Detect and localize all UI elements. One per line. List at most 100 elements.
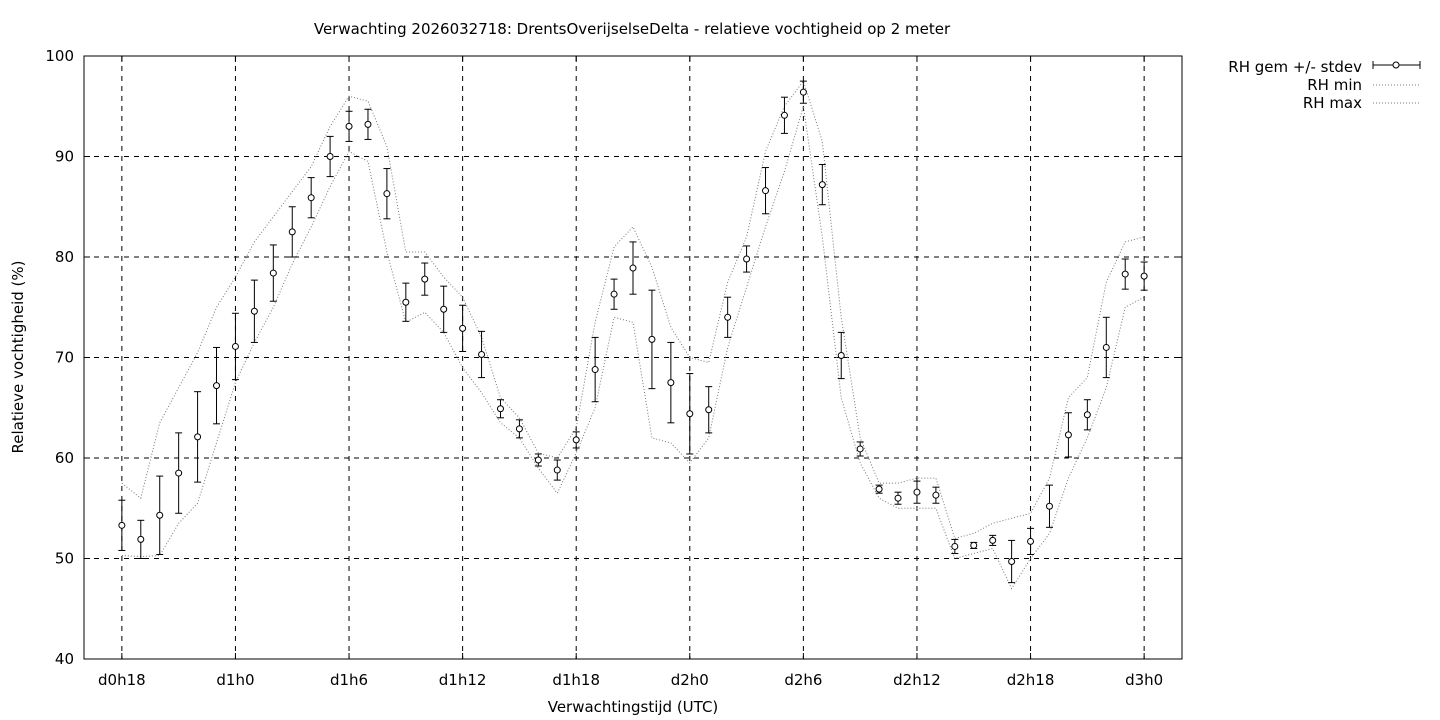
rh-errorbar-point bbox=[534, 453, 542, 467]
rh-errorbar-point bbox=[780, 96, 788, 134]
rh-errorbar-point bbox=[894, 491, 902, 505]
rh-errorbar-point bbox=[1140, 261, 1148, 291]
rh-errorbar-point bbox=[724, 296, 732, 338]
rh-mean-marker bbox=[970, 541, 978, 549]
rh-errorbar-point bbox=[762, 167, 770, 215]
rh-errorbar-point bbox=[515, 419, 523, 439]
x-axis-ticks: d0h18 d1h0 d1h6 d1h12 d1h18 d2h0 d2h6 d2h12 d2h1… bbox=[98, 56, 1163, 689]
rh-errorbar-point bbox=[194, 391, 202, 483]
x-tick-label: d2h6 bbox=[784, 671, 822, 689]
rh-max-polyline bbox=[121, 80, 1145, 540]
rh-errorbar-point bbox=[837, 331, 845, 380]
y-tick-label: 50 bbox=[55, 550, 74, 568]
rh-errorbar-point bbox=[402, 282, 410, 322]
rh-errorbar-point bbox=[856, 441, 864, 457]
rh-mean-marker bbox=[118, 521, 126, 529]
rh-errorbar-point bbox=[383, 168, 391, 220]
rh-mean-marker bbox=[553, 466, 561, 474]
rh-mean-marker bbox=[724, 313, 732, 321]
rh-errorbar-point bbox=[1027, 527, 1035, 555]
rh-mean-marker bbox=[610, 290, 618, 298]
rh-mean-marker bbox=[156, 511, 164, 519]
y-tick-label: 80 bbox=[55, 248, 74, 266]
rh-mean-marker bbox=[875, 485, 883, 493]
chart-title: Verwachting 2026032718: DrentsOverijsels… bbox=[314, 20, 951, 38]
x-tick-label: d2h18 bbox=[1007, 671, 1055, 689]
rh-errorbar-point bbox=[1102, 316, 1110, 379]
rh-mean-marker bbox=[364, 120, 372, 128]
rh-mean-marker bbox=[837, 351, 845, 359]
rh-errorbar-point bbox=[572, 431, 580, 449]
x-axis-label: Verwachtingstijd (UTC) bbox=[548, 698, 719, 716]
rh-errorbar-point bbox=[913, 480, 921, 504]
rh-mean-marker bbox=[231, 342, 239, 350]
rh-errorbar-point bbox=[459, 304, 467, 352]
rh-min-polyline bbox=[121, 106, 1145, 590]
rh-mean-marker bbox=[856, 445, 864, 453]
y-tick-label: 60 bbox=[55, 449, 74, 467]
rh-min-line bbox=[121, 106, 1145, 590]
rh-errorbar-point bbox=[648, 289, 656, 390]
rh-mean-marker bbox=[1140, 272, 1148, 280]
rh-mean-marker bbox=[175, 469, 183, 477]
rh-errorbar-point bbox=[1045, 484, 1053, 528]
rh-errorbar-point bbox=[970, 541, 978, 549]
rh-mean-marker bbox=[743, 255, 751, 263]
rh-mean-marker bbox=[648, 335, 656, 343]
rh-mean-marker bbox=[250, 307, 258, 315]
gridlines bbox=[84, 56, 1182, 659]
rh-errorbar-point bbox=[175, 432, 183, 514]
x-tick-label: d0h18 bbox=[98, 671, 146, 689]
rh-mean-marker bbox=[913, 488, 921, 496]
rh-mean-marker bbox=[383, 190, 391, 198]
rh-mean-marker bbox=[1027, 537, 1035, 545]
rh-mean-marker bbox=[705, 406, 713, 414]
rh-errorbar-point bbox=[364, 108, 372, 140]
y-tick-label: 70 bbox=[55, 349, 74, 367]
rh-errorbar-point bbox=[250, 279, 258, 343]
y-tick-label: 90 bbox=[55, 148, 74, 166]
rh-mean-marker bbox=[307, 194, 315, 202]
rh-mean-marker bbox=[667, 379, 675, 387]
rh-errorbar-point bbox=[156, 475, 164, 555]
rh-mean-marker bbox=[818, 181, 826, 189]
rh-errorbar-point bbox=[629, 241, 637, 295]
rh-errorbar-point bbox=[875, 484, 883, 494]
x-tick-label: d2h0 bbox=[671, 671, 709, 689]
rh-mean-marker bbox=[762, 187, 770, 195]
rh-errorbar-point bbox=[1121, 258, 1129, 290]
x-tick-label: d1h18 bbox=[552, 671, 600, 689]
rh-errorbar-point bbox=[667, 341, 675, 424]
x-tick-label: d1h0 bbox=[216, 671, 254, 689]
rh-mean-marker bbox=[894, 494, 902, 502]
rh-mean-marker bbox=[194, 433, 202, 441]
rh-mean-marker bbox=[932, 491, 940, 499]
rh-errorbar-point bbox=[269, 244, 277, 302]
rh-max-line bbox=[121, 80, 1145, 540]
rh-errorbar-point bbox=[345, 110, 353, 142]
rh-mean-marker bbox=[478, 350, 486, 358]
rh-errorbar-point bbox=[686, 373, 694, 455]
y-tick-label: 100 bbox=[45, 47, 74, 65]
rh-mean-marker bbox=[780, 111, 788, 119]
legend: RH gem +/- stdev RH min RH max bbox=[1228, 58, 1421, 112]
rh-mean-marker bbox=[1102, 343, 1110, 351]
legend-label-rh-min: RH min bbox=[1307, 76, 1362, 94]
rh-errorbar-point bbox=[307, 177, 315, 219]
rh-mean-marker bbox=[1064, 431, 1072, 439]
rh-errorbar-point bbox=[118, 499, 126, 551]
x-tick-label: d1h6 bbox=[330, 671, 368, 689]
rh-mean-marker bbox=[1083, 411, 1091, 419]
rh-mean-marker bbox=[1008, 558, 1016, 566]
rh-mean-marker bbox=[534, 456, 542, 464]
legend-label-rh-gem: RH gem +/- stdev bbox=[1228, 58, 1362, 76]
legend-label-rh-max: RH max bbox=[1303, 94, 1362, 112]
rh-errorbar-point bbox=[288, 206, 296, 258]
rh-errorbar-point bbox=[1008, 539, 1016, 584]
rh-errorbar-point bbox=[610, 278, 618, 310]
rh-errorbar-point bbox=[137, 519, 145, 559]
x-tick-label: d1h12 bbox=[439, 671, 487, 689]
y-tick-label: 40 bbox=[55, 650, 74, 668]
rh-errorbar-point bbox=[496, 399, 504, 419]
rh-mean-errorbars bbox=[118, 80, 1148, 584]
